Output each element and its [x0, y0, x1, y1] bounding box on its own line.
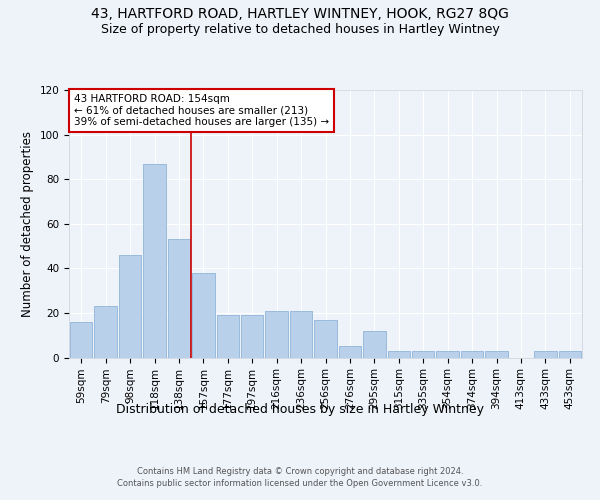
Text: 43, HARTFORD ROAD, HARTLEY WINTNEY, HOOK, RG27 8QG: 43, HARTFORD ROAD, HARTLEY WINTNEY, HOOK… [91, 8, 509, 22]
Bar [217, 315, 239, 358]
Text: 43 HARTFORD ROAD: 154sqm
← 61% of detached houses are smaller (213)
39% of semi-: 43 HARTFORD ROAD: 154sqm ← 61% of detach… [74, 94, 329, 127]
Bar [485, 351, 508, 358]
Bar [94, 306, 117, 358]
Bar [143, 164, 166, 358]
Bar [314, 320, 337, 358]
Bar [436, 351, 459, 358]
Text: Contains HM Land Registry data © Crown copyright and database right 2024.: Contains HM Land Registry data © Crown c… [137, 468, 463, 476]
Bar [167, 240, 190, 358]
Y-axis label: Number of detached properties: Number of detached properties [21, 130, 34, 317]
Bar [412, 351, 434, 358]
Bar [559, 351, 581, 358]
Text: Size of property relative to detached houses in Hartley Wintney: Size of property relative to detached ho… [101, 22, 499, 36]
Text: Distribution of detached houses by size in Hartley Wintney: Distribution of detached houses by size … [116, 402, 484, 415]
Bar [461, 351, 484, 358]
Bar [119, 255, 142, 358]
Bar [70, 322, 92, 358]
Bar [265, 310, 288, 358]
Bar [388, 351, 410, 358]
Bar [192, 273, 215, 357]
Bar [363, 331, 386, 357]
Text: Contains public sector information licensed under the Open Government Licence v3: Contains public sector information licen… [118, 479, 482, 488]
Bar [290, 310, 313, 358]
Bar [241, 315, 263, 358]
Bar [338, 346, 361, 358]
Bar [534, 351, 557, 358]
